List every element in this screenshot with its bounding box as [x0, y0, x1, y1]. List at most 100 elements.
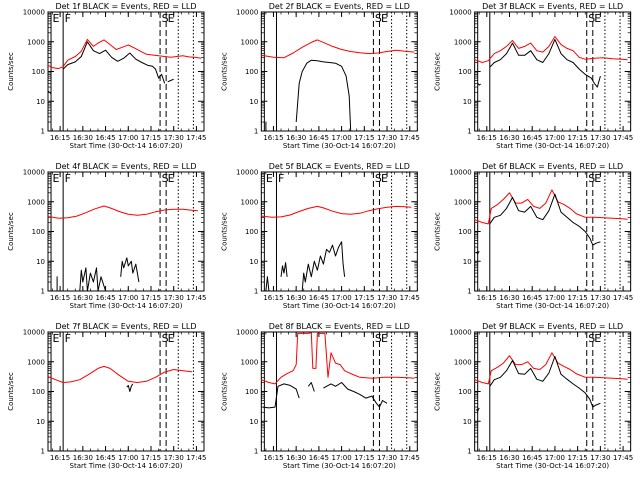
- x-tick-label: 16:15: [263, 294, 283, 302]
- panel-title: Det 7f BLACK = Events, RED = LLD: [55, 322, 196, 331]
- y-tick-label: 1: [467, 288, 471, 296]
- marker-label: E: [168, 12, 175, 25]
- y-axis-label: Counts/sec: [220, 212, 228, 251]
- panel-det-4: Det 4f BLACK = Events, RED = LLD 1 10 100 10…: [7, 162, 207, 310]
- plot-series: [261, 332, 415, 409]
- x-tick-label: 16:45: [95, 294, 115, 302]
- x-tick-label: 17:15: [354, 294, 374, 302]
- series-line-events: [120, 257, 140, 283]
- x-axis-label: Start Time (30-Oct-14 16:07:20): [283, 142, 396, 150]
- y-tick-label: 1000: [27, 358, 45, 366]
- y-tick-label: 10: [249, 98, 258, 106]
- x-tick-label: 17:45: [186, 294, 206, 302]
- x-tick-label: 16:45: [95, 134, 115, 142]
- y-tick-label: 10000: [23, 169, 45, 177]
- series-line-events: [475, 250, 480, 255]
- y-tick-label: 1000: [454, 38, 472, 46]
- plot-frame: [47, 331, 205, 452]
- y-axis-label: Counts/sec: [434, 212, 442, 251]
- plot-frame: [474, 11, 632, 132]
- series-line-events: [301, 241, 346, 292]
- x-tick-label: 16:30: [73, 454, 93, 462]
- series-line-events: [489, 193, 601, 246]
- y-tick-label: 10000: [449, 329, 471, 337]
- plot-series: [47, 365, 192, 392]
- plot-frame: [47, 11, 205, 132]
- marker-label: E: [594, 332, 601, 345]
- x-tick-label: 17:15: [141, 294, 161, 302]
- panel-det-7: Det 7f BLACK = Events, RED = LLD 1 10 100 10…: [7, 322, 207, 470]
- plot-series: [47, 38, 202, 95]
- y-tick-label: 10000: [23, 9, 45, 17]
- x-tick-label: 16:15: [263, 134, 283, 142]
- y-tick-label: 10000: [236, 329, 258, 337]
- x-tick-label: 16:30: [73, 134, 93, 142]
- x-tick-label: 17:45: [186, 454, 206, 462]
- plot-series: [474, 189, 628, 255]
- marker-label: E: [266, 172, 273, 185]
- y-tick-label: 1: [41, 448, 45, 456]
- y-tick-label: 10: [249, 418, 258, 426]
- x-tick-label: 16:15: [50, 134, 70, 142]
- y-tick-label: 10: [36, 258, 45, 266]
- x-tick-label: 16:45: [522, 454, 542, 462]
- x-tick-label: 17:15: [568, 454, 588, 462]
- marker-label: E: [381, 332, 388, 345]
- plot-frame: [260, 331, 418, 452]
- panel-det-3: Det 3f BLACK = Events, RED = LLD 1 10 100 10…: [434, 2, 634, 150]
- x-tick-label: 17:45: [400, 134, 420, 142]
- marker-label: E: [53, 332, 60, 345]
- marker-label: S: [162, 332, 169, 345]
- series-line-lld: [474, 36, 628, 63]
- series-line-events: [295, 59, 352, 132]
- y-tick-label: 100: [458, 68, 471, 76]
- y-axis-label: Counts/sec: [220, 372, 228, 411]
- plot-series: [261, 205, 412, 292]
- y-tick-label: 10: [463, 418, 472, 426]
- x-tick-label: 17:45: [613, 294, 633, 302]
- y-tick-label: 1: [467, 128, 471, 136]
- y-tick-label: 10: [36, 418, 45, 426]
- x-axis-label: Start Time (30-Oct-14 16:07:20): [496, 142, 609, 150]
- x-axis-label: Start Time (30-Oct-14 16:07:20): [70, 302, 183, 310]
- y-tick-label: 1: [467, 448, 471, 456]
- marker-label: E: [168, 332, 175, 345]
- x-axis-label: Start Time (30-Oct-14 16:07:20): [496, 302, 609, 310]
- series-line-events: [489, 38, 601, 88]
- x-tick-label: 17:00: [332, 294, 352, 302]
- x-tick-label: 17:00: [545, 454, 565, 462]
- marker-label: E: [381, 172, 388, 185]
- y-tick-label: 100: [245, 228, 258, 236]
- x-axis-label: Start Time (30-Oct-14 16:07:20): [496, 462, 609, 470]
- marker-label: F: [65, 332, 71, 345]
- y-axis-label: Counts/sec: [7, 372, 15, 411]
- x-tick-label: 16:45: [522, 294, 542, 302]
- marker-label: E: [594, 172, 601, 185]
- y-tick-label: 1: [41, 288, 45, 296]
- series-line-lld: [474, 189, 628, 225]
- series-line-events: [280, 262, 288, 277]
- series-line-events: [167, 78, 174, 83]
- marker-label: F: [65, 172, 71, 185]
- x-axis-label: Start Time (30-Oct-14 16:07:20): [70, 142, 183, 150]
- y-tick-label: 10000: [236, 169, 258, 177]
- x-tick-label: 17:45: [400, 294, 420, 302]
- x-tick-label: 16:30: [499, 454, 519, 462]
- panel-det-9: Det 9f BLACK = Events, RED = LLD 1 10 100 10…: [434, 322, 634, 470]
- y-tick-label: 1: [41, 128, 45, 136]
- x-tick-label: 17:30: [377, 454, 397, 462]
- plot-frame: [474, 171, 632, 292]
- x-axis-label: Start Time (30-Oct-14 16:07:20): [70, 462, 183, 470]
- panel-det-1: Det 1f BLACK = Events, RED = LLD 1 10 100 10…: [7, 2, 207, 150]
- x-tick-label: 17:45: [400, 454, 420, 462]
- marker-label: S: [375, 332, 382, 345]
- x-tick-label: 16:15: [477, 134, 497, 142]
- y-tick-label: 1000: [27, 38, 45, 46]
- series-line-lld: [47, 365, 192, 383]
- panel-title: Det 9f BLACK = Events, RED = LLD: [482, 322, 623, 331]
- x-axis-label: Start Time (30-Oct-14 16:07:20): [283, 462, 396, 470]
- x-tick-label: 16:45: [309, 134, 329, 142]
- x-axis-label: Start Time (30-Oct-14 16:07:20): [283, 302, 396, 310]
- x-tick-label: 17:30: [164, 454, 184, 462]
- x-tick-label: 17:15: [354, 454, 374, 462]
